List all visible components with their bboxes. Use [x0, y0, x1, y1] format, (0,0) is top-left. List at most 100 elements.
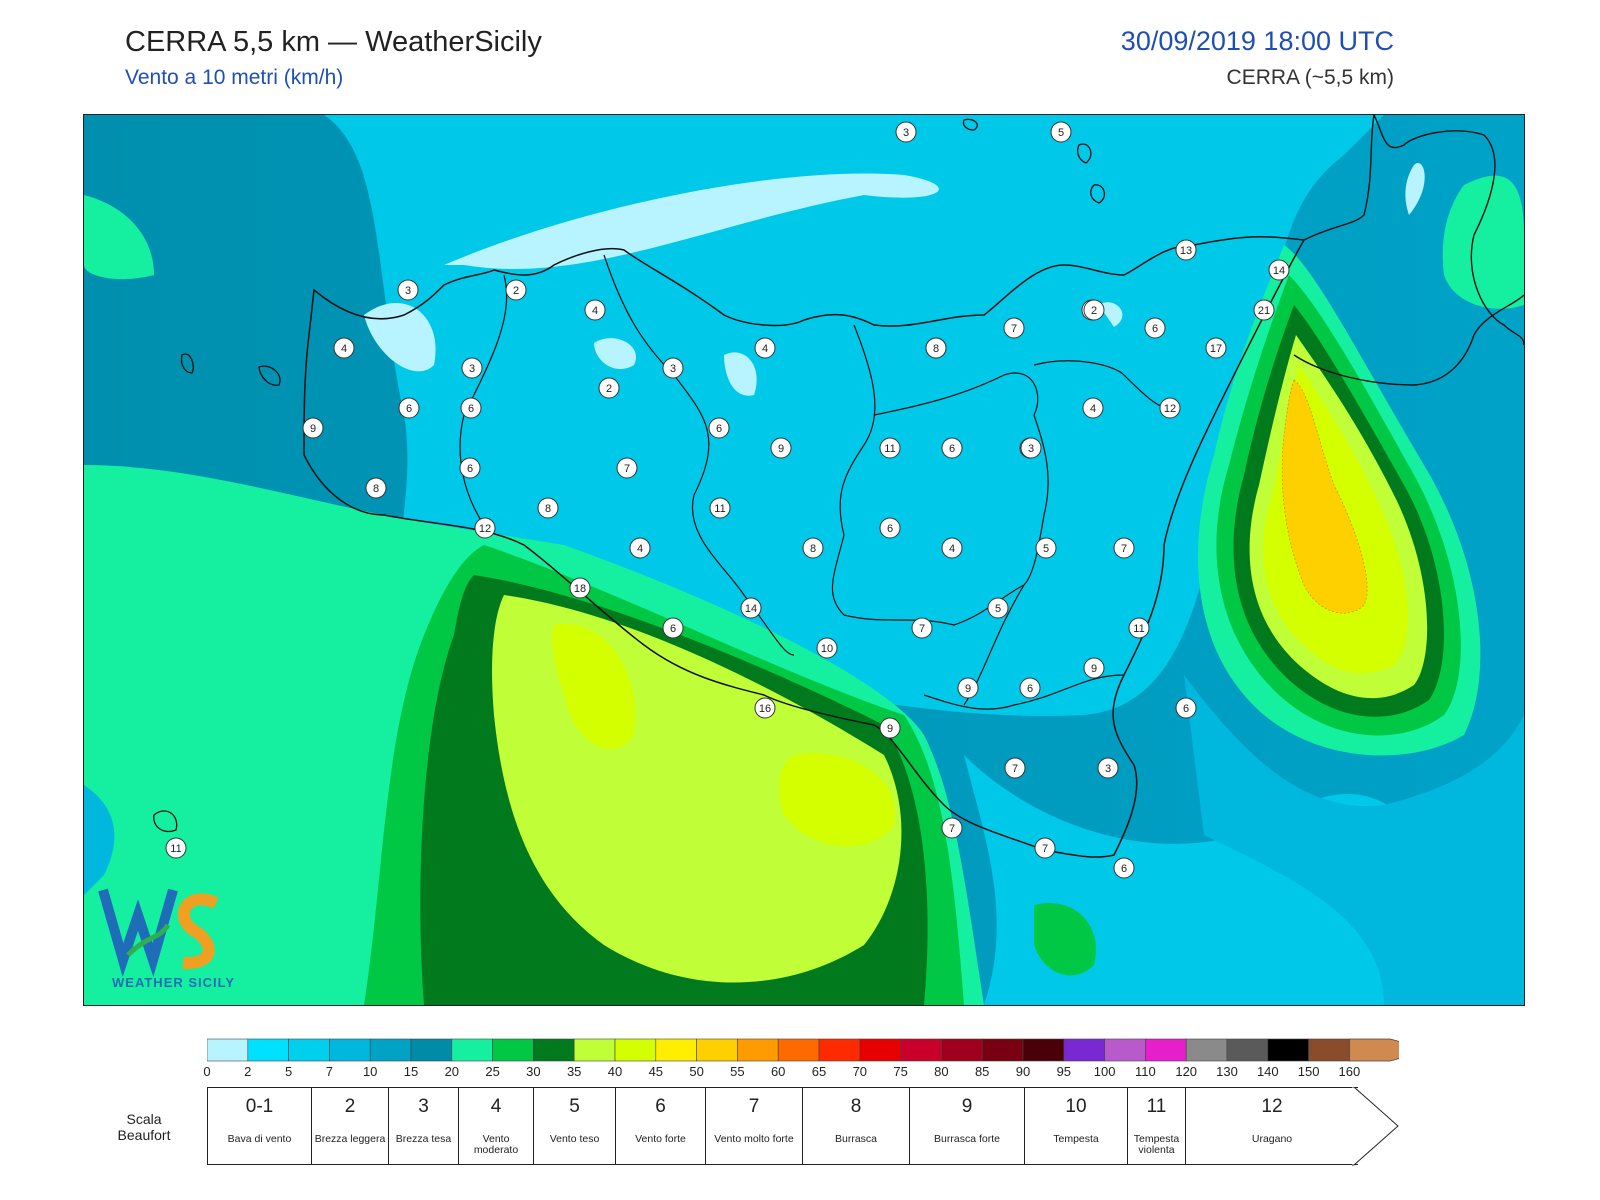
- beaufort-description: Uragano: [1251, 1133, 1293, 1145]
- station-value: 6: [1027, 683, 1033, 695]
- beaufort-title: Scala Beaufort: [117, 1111, 171, 1143]
- station-value: 3: [405, 285, 411, 297]
- station-value: 4: [949, 543, 955, 555]
- beaufort-number: 2: [344, 1096, 356, 1117]
- scale-tick-label: 130: [1216, 1064, 1238, 1079]
- scale-swatch: [1267, 1038, 1309, 1062]
- station-value: 2: [513, 285, 519, 297]
- station-value: 4: [341, 343, 347, 355]
- station-circle: [1268, 259, 1290, 281]
- station-value: 14: [745, 603, 757, 615]
- station-value: 8: [810, 543, 816, 555]
- beaufort-number: 12: [1261, 1096, 1283, 1117]
- station-circle: [1175, 239, 1197, 261]
- station-value: 9: [965, 683, 971, 695]
- station-value: 3: [670, 363, 676, 375]
- station-value: 13: [1180, 245, 1192, 257]
- scale-tick-label: 20: [444, 1064, 460, 1079]
- station-value: 6: [1121, 863, 1127, 875]
- station-value: 9: [778, 443, 784, 455]
- station-circle: [662, 357, 684, 379]
- station-circle: [333, 337, 355, 359]
- station-value: 6: [1152, 323, 1158, 335]
- beaufort-description: Tempesta: [1053, 1133, 1099, 1145]
- station-marker: 11: [709, 497, 731, 519]
- station-value: 6: [467, 463, 473, 475]
- scale-tick-label: 10: [362, 1064, 378, 1079]
- scale-swatch: [247, 1038, 289, 1062]
- station-value: 2: [606, 383, 612, 395]
- station-marker: 6: [460, 397, 482, 419]
- station-marker: 11: [1128, 617, 1150, 639]
- station-marker: 4: [1082, 397, 1104, 419]
- station-marker: 7: [1113, 537, 1135, 559]
- station-value: 5: [995, 603, 1001, 615]
- scale-tick-label: 100: [1093, 1064, 1116, 1079]
- station-value: 17: [1210, 343, 1222, 355]
- wind-map: 3513142123423432348726179636412667911638…: [83, 114, 1525, 1006]
- beaufort-description: Vento teso: [549, 1133, 600, 1145]
- scale-swatch: [655, 1038, 697, 1062]
- station-circle: [987, 597, 1009, 619]
- station-marker: 16: [754, 697, 776, 719]
- station-circle: [165, 837, 187, 859]
- station-value: 12: [1164, 403, 1176, 415]
- beaufort-description: Burrasca: [834, 1133, 877, 1145]
- station-circle: [941, 437, 963, 459]
- scale-swatch: [859, 1038, 901, 1062]
- station-marker: 14: [1268, 259, 1290, 281]
- color-scale: [207, 1038, 1399, 1062]
- map-title: CERRA 5,5 km — WeatherSicily: [125, 26, 542, 58]
- station-value: 4: [592, 305, 598, 317]
- station-circle: [1144, 317, 1166, 339]
- beaufort-number: 9: [961, 1096, 973, 1117]
- station-marker: 5: [1035, 537, 1057, 559]
- station-circle: [537, 497, 559, 519]
- station-value: 14: [1273, 265, 1285, 277]
- station-marker: 6: [459, 457, 481, 479]
- station-circle: [1175, 697, 1197, 719]
- station-value: 9: [887, 723, 893, 735]
- station-marker: 9: [1083, 657, 1105, 679]
- beaufort-description: Vento moderato: [473, 1133, 519, 1156]
- beaufort-number: 3: [418, 1096, 429, 1117]
- scale-tick-label: 25: [485, 1064, 500, 1079]
- scale-swatch: [573, 1038, 616, 1062]
- station-marker: 5: [987, 597, 1009, 619]
- station-value: 7: [624, 463, 630, 475]
- scale-tick-label: 0: [203, 1064, 211, 1079]
- scale-tick-label: 90: [1015, 1064, 1031, 1079]
- station-circle: [1050, 121, 1072, 143]
- beaufort-level: 11 Tempesta violenta: [1127, 1087, 1185, 1165]
- scale-swatch: [1185, 1038, 1228, 1062]
- station-marker: 14: [740, 597, 762, 619]
- station-value: 6: [670, 623, 676, 635]
- station-value: 11: [1133, 623, 1144, 635]
- station-value: 6: [949, 443, 955, 455]
- station-value: 7: [1011, 323, 1017, 335]
- station-circle: [754, 697, 776, 719]
- station-circle: [802, 537, 824, 559]
- station-circle: [1113, 537, 1135, 559]
- station-value: 8: [933, 343, 939, 355]
- station-marker: 9: [770, 437, 792, 459]
- station-marker: 7: [1003, 317, 1025, 339]
- station-marker: 7: [1004, 757, 1026, 779]
- scale-tick-label: 120: [1175, 1064, 1198, 1079]
- station-marker: 4: [333, 337, 355, 359]
- station-marker: 8: [537, 497, 559, 519]
- station-value: 6: [716, 423, 722, 435]
- station-value: 4: [762, 343, 768, 355]
- scale-swatch: [777, 1038, 820, 1062]
- station-value: 4: [637, 543, 643, 555]
- scale-tick-label: 40: [607, 1064, 623, 1079]
- scale-swatch: [369, 1038, 412, 1062]
- station-marker: 2: [598, 377, 620, 399]
- station-circle: [925, 337, 947, 359]
- station-value: 6: [468, 403, 474, 415]
- station-marker: 8: [365, 477, 387, 499]
- beaufort-description: Vento molto forte: [714, 1133, 794, 1145]
- beaufort-number: 4: [490, 1096, 502, 1117]
- beaufort-level: 8 Burrasca: [802, 1087, 909, 1165]
- scale-swatch: [533, 1038, 575, 1062]
